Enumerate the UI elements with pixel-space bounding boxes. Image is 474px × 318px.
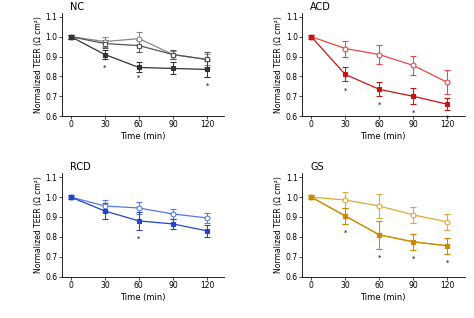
X-axis label: Time (min): Time (min) [361,132,406,141]
Text: *: * [344,87,347,93]
Text: *: * [378,255,381,261]
X-axis label: Time (min): Time (min) [120,293,165,301]
Text: *: * [103,65,107,71]
Text: *: * [137,74,141,80]
Y-axis label: Normalized TEER (Ω cm²): Normalized TEER (Ω cm²) [274,176,283,273]
Text: ACD: ACD [310,2,331,12]
Text: *: * [378,101,381,107]
Y-axis label: Normalized TEER (Ω cm²): Normalized TEER (Ω cm²) [34,16,43,113]
Text: *: * [344,229,347,235]
Text: *: * [205,82,209,88]
Text: RCD: RCD [70,162,91,172]
Text: *: * [412,256,415,262]
Text: *: * [412,109,415,115]
Text: NC: NC [70,2,84,12]
X-axis label: Time (min): Time (min) [120,132,165,141]
Text: *: * [137,235,141,241]
X-axis label: Time (min): Time (min) [361,293,406,301]
Y-axis label: Normalized TEER (Ω cm²): Normalized TEER (Ω cm²) [34,176,43,273]
Text: *: * [446,260,449,266]
Y-axis label: Normalized TEER (Ω cm²): Normalized TEER (Ω cm²) [274,16,283,113]
Text: GS: GS [310,162,324,172]
Text: *: * [446,115,449,121]
